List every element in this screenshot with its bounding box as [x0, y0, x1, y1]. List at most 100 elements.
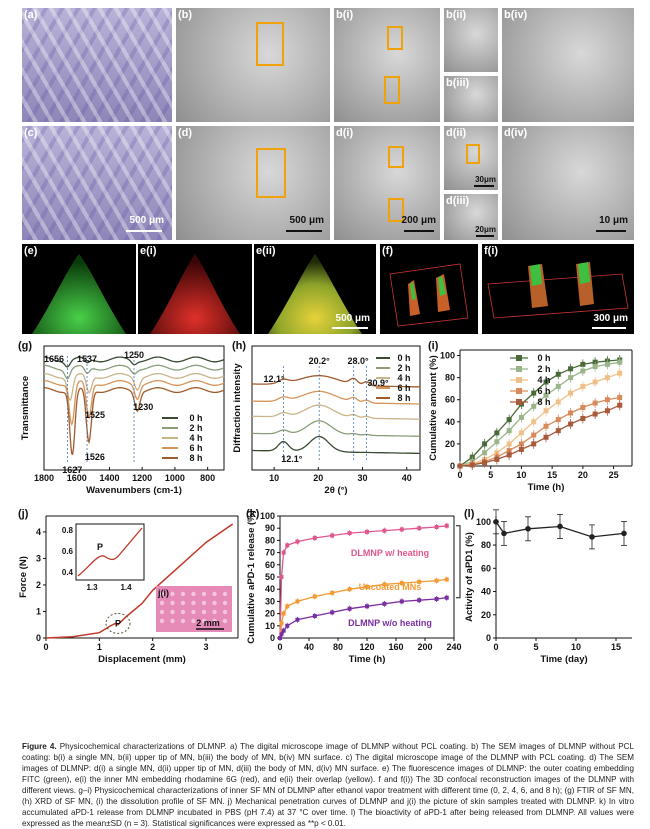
data-point	[330, 590, 335, 595]
legend-label: 0 h	[397, 353, 410, 363]
data-point	[382, 582, 387, 587]
y-axis-label: Transmittance	[20, 376, 31, 440]
skin-dot	[170, 591, 175, 597]
x-tick-label: 120	[359, 642, 374, 652]
series-label: DLMNP w/o heating	[348, 618, 432, 628]
data-point	[518, 414, 524, 420]
y-tick-label: 10	[265, 621, 275, 631]
skin-dot	[170, 609, 175, 615]
scale-label-d: 500 μm	[289, 215, 324, 226]
data-point	[531, 441, 537, 447]
data-point	[555, 428, 561, 434]
skin-dot	[212, 609, 217, 615]
data-point	[295, 617, 300, 622]
fluorescence-panel-e-i: e(i)	[138, 244, 252, 334]
skin-dot	[191, 600, 196, 606]
x-tick-label: 1000	[165, 473, 185, 483]
data-point	[279, 632, 284, 637]
data-point	[580, 404, 586, 410]
image-panel-b-ii: b(ii)	[444, 8, 498, 72]
panel-label: (l)	[464, 508, 475, 520]
legend-label: 8 h	[189, 453, 202, 463]
legend-label: 4 h	[537, 375, 550, 385]
x-tick-label: 800	[200, 473, 215, 483]
highlight-box-upper	[388, 146, 404, 168]
highlight-box	[466, 144, 480, 164]
panel-label: (h)	[232, 340, 246, 352]
y-tick-label: 80	[445, 373, 455, 383]
image-panel-b: (b)	[176, 8, 330, 122]
x-tick-label: 1200	[132, 473, 152, 483]
overlap-microneedle-image	[268, 254, 362, 334]
panel-label-c: (c)	[24, 127, 38, 139]
data-point	[444, 577, 449, 582]
panel-label-b-ii: b(ii)	[446, 9, 467, 21]
y-tick-label: 20	[481, 610, 491, 620]
scale-bar-d-ii	[474, 185, 494, 187]
p-label-inset: P	[97, 542, 103, 552]
skin-dot	[212, 591, 217, 597]
panel-label-b-i: b(i)	[336, 9, 354, 21]
confocal-panel-f: (f)	[380, 244, 478, 334]
image-panel-b-iv: b(iv)	[502, 8, 634, 122]
data-point	[347, 606, 352, 611]
skin-dot	[180, 591, 186, 597]
data-point	[434, 596, 439, 601]
spectrum-line-8h	[44, 387, 225, 456]
x-tick-label: 1600	[67, 473, 87, 483]
data-point	[543, 408, 549, 414]
significance-bracket	[456, 525, 461, 599]
panel-label: (i)	[428, 340, 439, 352]
peak-label: 28.0°	[348, 356, 370, 366]
inset-x-tick: 1.3	[86, 583, 98, 592]
xrd-line-4h	[252, 404, 420, 420]
data-point	[482, 460, 488, 466]
inset-y-tick: 0.8	[62, 526, 74, 535]
force-curve	[45, 523, 234, 639]
spectrum-line-4h	[44, 372, 225, 402]
legend-label: 8 h	[397, 393, 410, 403]
y-tick-label: 0	[450, 461, 455, 471]
data-point	[531, 432, 537, 438]
data-point	[617, 402, 623, 408]
panel-label: (g)	[18, 340, 32, 352]
peak-label: 12.1°	[281, 454, 303, 464]
data-point	[604, 375, 610, 381]
skin-dot	[201, 591, 207, 597]
data-point	[568, 390, 574, 396]
scale-label-d-i: 200 μm	[401, 215, 436, 226]
x-tick-label: 1800	[34, 473, 54, 483]
scale-label-c: 500 μm	[129, 215, 164, 226]
y-tick-label: 3	[36, 553, 41, 563]
x-tick-label: 200	[417, 642, 432, 652]
legend-label: 4 h	[397, 373, 410, 383]
xrd-line-0h	[252, 435, 420, 455]
data-point	[592, 379, 598, 385]
x-tick-label: 0	[457, 470, 462, 480]
y-tick-label: 0	[36, 633, 41, 643]
data-point	[592, 364, 598, 370]
x-axis-label: Displacement (mm)	[98, 654, 186, 665]
y-axis-label: Force (N)	[18, 556, 29, 598]
panel-label-d-iv: d(iv)	[504, 127, 528, 139]
image-panel-d-i: d(i) 200 μm	[334, 126, 440, 240]
skin-dot	[222, 609, 228, 615]
skin-dot	[180, 609, 186, 615]
x-axis-label: Time (h)	[349, 654, 386, 665]
y-axis-label: Activity of aPD1 (%)	[464, 532, 475, 622]
panel-label: (j)	[18, 508, 29, 520]
xrd-line-2h	[252, 420, 420, 437]
legend-label: 2 h	[189, 423, 202, 433]
data-point	[312, 614, 317, 619]
legend-label: 2 h	[397, 363, 410, 373]
xrd-line-6h	[252, 390, 420, 405]
skin-dot	[191, 618, 196, 624]
fluorescence-panel-e: (e)	[22, 244, 136, 334]
chart-l-activity: (l) 0 5 10 15 0 20 40 60 80 100 Time (day) Activity …	[464, 508, 632, 665]
skin-dot	[191, 609, 196, 615]
skin-dot	[159, 618, 165, 624]
panel-label-d-ii: d(ii)	[446, 127, 467, 139]
peak-label: 1627	[62, 465, 82, 475]
x-tick-label: 160	[388, 642, 403, 652]
panel-label-b: (b)	[178, 9, 193, 21]
